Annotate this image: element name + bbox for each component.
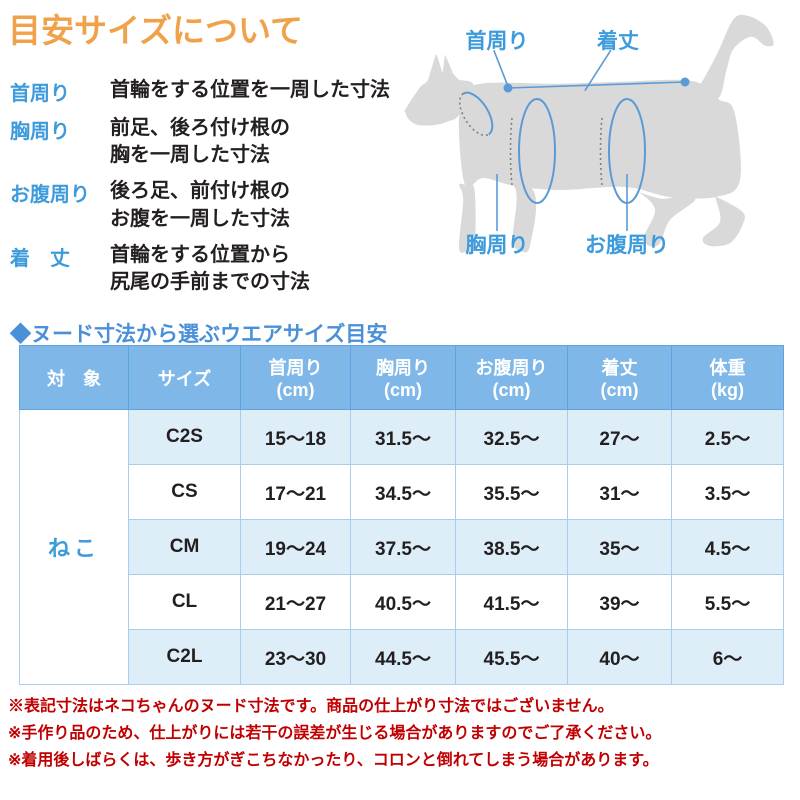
svg-text:胸周り: 胸周り xyxy=(466,233,529,257)
svg-text:着丈: 着丈 xyxy=(596,29,639,53)
svg-text:首周り: 首周り xyxy=(466,29,529,53)
svg-text:お腹周り: お腹周り xyxy=(585,233,669,257)
